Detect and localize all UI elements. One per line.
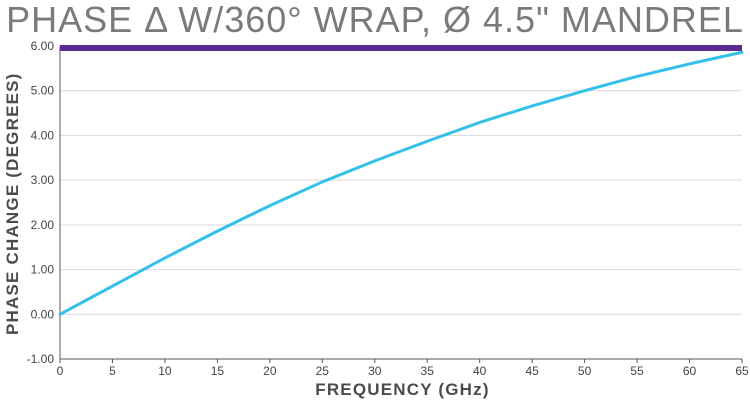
y-tick-label: 4.00 — [31, 128, 55, 142]
x-tick-label: 0 — [57, 364, 64, 378]
y-tick-labels: -1.00 0.00 1.00 2.00 3.00 4.00 5.00 6.00 — [27, 39, 55, 366]
x-tick-label: 45 — [525, 364, 539, 378]
x-tick-labels: 0 5 10 15 20 25 30 35 40 45 50 55 60 65 — [57, 364, 749, 378]
top-boundary-band — [60, 45, 742, 51]
x-tick-label: 40 — [473, 364, 487, 378]
y-tick-label: 2.00 — [31, 218, 55, 232]
y-tick-label: 6.00 — [31, 39, 55, 53]
x-tick-label: 30 — [368, 364, 382, 378]
x-axis-label: FREQUENCY (GHz) — [315, 380, 490, 399]
y-tick-label: 0.00 — [31, 307, 55, 321]
x-tick-label: 25 — [316, 364, 330, 378]
x-tick-label: 15 — [211, 364, 225, 378]
chart-title: PHASE Δ W/360° WRAP, Ø 4.5" MANDREL — [6, 0, 744, 40]
x-tick-label: 10 — [158, 364, 172, 378]
y-tick-label: 1.00 — [31, 263, 55, 277]
x-tick-label: 35 — [421, 364, 435, 378]
x-tick-label: 55 — [630, 364, 644, 378]
y-tick-label: 3.00 — [31, 173, 55, 187]
x-tick-label: 60 — [683, 364, 697, 378]
grid-lines — [60, 45, 742, 360]
x-tick-label: 50 — [578, 364, 592, 378]
y-tick-label: 5.00 — [31, 84, 55, 98]
y-tick-label: -1.00 — [27, 352, 55, 366]
x-tick-label: 20 — [263, 364, 277, 378]
top-band — [60, 45, 742, 51]
y-axis-label: PHASE CHANGE (DEGREES) — [3, 72, 22, 335]
x-tick-label: 5 — [109, 364, 116, 378]
series-layer — [58, 50, 744, 316]
x-tick-label: 65 — [735, 364, 749, 378]
axes — [59, 46, 743, 363]
phase-change-line — [58, 50, 744, 316]
